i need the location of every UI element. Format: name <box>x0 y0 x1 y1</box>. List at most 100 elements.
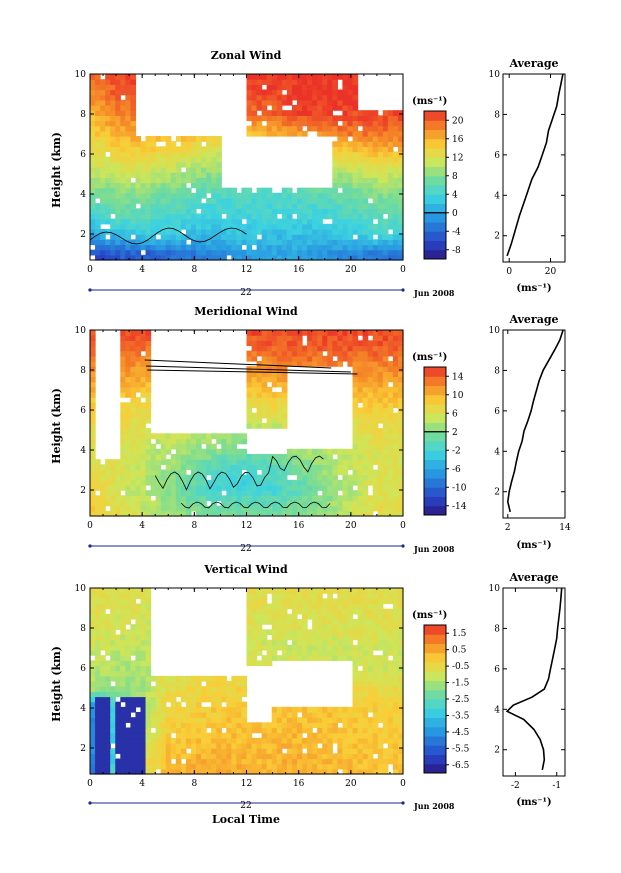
field-cell <box>276 732 283 739</box>
field-cell <box>276 355 283 362</box>
field-cell <box>170 464 177 471</box>
field-cell <box>397 234 404 240</box>
field-cell <box>266 366 273 372</box>
field-cell <box>125 675 131 682</box>
field-cell <box>140 619 147 625</box>
field-cell <box>170 443 177 450</box>
field-cell <box>342 500 349 507</box>
field-cell <box>236 454 243 460</box>
field-cell <box>175 743 182 749</box>
field-cell <box>382 510 389 517</box>
field-cell <box>322 505 328 512</box>
field-cell <box>377 198 384 204</box>
field-cell <box>281 650 288 656</box>
field-cell <box>352 696 359 703</box>
field-cell <box>312 500 318 507</box>
field-cell <box>211 433 217 440</box>
field-cell <box>276 249 283 256</box>
field-cell <box>312 234 318 240</box>
field-cell <box>286 717 293 723</box>
field-cell <box>105 593 111 599</box>
field-cell <box>180 213 187 220</box>
field-cell <box>241 701 248 708</box>
field-cell <box>317 94 323 101</box>
field-cell <box>312 105 318 111</box>
field-cell <box>256 660 263 667</box>
field-cell <box>180 748 187 754</box>
field-cell <box>367 634 374 641</box>
field-cell <box>90 706 96 713</box>
field-cell <box>201 156 207 163</box>
field-cell <box>150 223 157 230</box>
field-cell <box>150 454 157 460</box>
field-cell <box>165 743 172 749</box>
field-cell <box>367 608 374 615</box>
field-cell <box>387 485 394 491</box>
field-cell <box>312 99 318 106</box>
field-cell <box>231 223 237 230</box>
field-cell <box>342 229 349 235</box>
field-cell <box>216 479 222 486</box>
field-cell <box>382 254 389 261</box>
field-cell <box>352 161 359 168</box>
field-cell <box>90 182 96 189</box>
field-cell <box>175 182 182 189</box>
field-cell <box>302 350 308 357</box>
field-cell <box>387 650 394 656</box>
field-cell <box>397 603 404 610</box>
field-cell <box>231 213 237 220</box>
field-cell <box>312 737 318 744</box>
field-cell <box>286 110 293 116</box>
field-cell <box>382 593 389 599</box>
field-cell <box>130 115 137 122</box>
field-cell <box>221 722 227 729</box>
field-cell <box>256 198 263 204</box>
field-cell <box>130 74 137 80</box>
field-cell <box>206 254 212 261</box>
field-cell <box>170 223 177 230</box>
field-cell <box>256 244 263 251</box>
field-cell <box>221 464 227 471</box>
field-cell <box>110 223 116 230</box>
field-cell <box>201 479 207 486</box>
field-cell <box>332 644 338 651</box>
field-cell <box>332 141 338 147</box>
field-cell <box>145 345 152 352</box>
field-cell <box>327 588 333 594</box>
field-cell <box>342 110 349 116</box>
field-cell <box>246 89 253 96</box>
field-cell <box>327 500 333 507</box>
field-cell <box>110 655 116 661</box>
field-cell <box>251 120 258 127</box>
field-cell <box>105 105 111 111</box>
field-cell <box>170 187 177 194</box>
field-cell <box>155 727 162 734</box>
field-cell <box>382 675 389 682</box>
field-cell <box>327 79 333 85</box>
field-cell <box>201 433 207 440</box>
field-cell <box>337 753 344 760</box>
field-cell <box>90 624 96 630</box>
field-cell <box>256 335 263 341</box>
colorbar-band <box>424 203 446 214</box>
field-cell <box>221 485 227 491</box>
field-cell <box>266 115 273 122</box>
field-cell <box>115 254 121 261</box>
field-cell <box>256 619 263 625</box>
field-cell <box>150 244 157 251</box>
field-cell <box>95 130 101 137</box>
field-cell <box>291 613 298 620</box>
field-cell <box>175 249 182 256</box>
field-cell <box>357 505 364 512</box>
field-cell <box>105 474 111 481</box>
field-cell <box>125 428 131 434</box>
field-cell <box>342 198 349 204</box>
field-cell <box>322 706 328 713</box>
field-cell <box>155 495 162 502</box>
field-cell <box>352 355 359 362</box>
field-cell <box>397 717 404 723</box>
field-cell <box>312 249 318 256</box>
field-cell <box>342 464 349 471</box>
field-cell <box>125 151 131 158</box>
field-cell <box>291 717 298 723</box>
